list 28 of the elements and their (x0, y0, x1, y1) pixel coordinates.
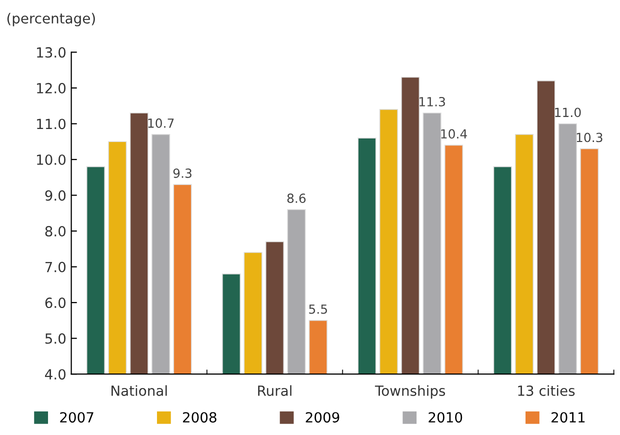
legend-label: 2007 (60, 412, 94, 423)
legend-label: 2010 (428, 412, 462, 423)
data-label: 10.3 (576, 132, 602, 142)
data-label: 8.6 (287, 194, 306, 203)
y-tick-label: 9.0 (45, 190, 66, 201)
legend-label: 2009 (306, 412, 340, 423)
x-tick-label: Townships (374, 385, 446, 399)
data-label: 5.5 (309, 304, 327, 314)
y-tick-label: 12.0 (37, 82, 66, 94)
x-tick-label: Rural (258, 385, 292, 396)
data-label: 11.0 (555, 108, 581, 118)
legend-label: 2011 (552, 412, 585, 423)
data-label: 9.3 (173, 168, 192, 178)
y-axis-title: (percentage) (7, 12, 95, 26)
y-tick-label: 7.0 (45, 262, 66, 272)
y-tick-label: 10.0 (37, 154, 66, 165)
data-label: 10.7 (148, 118, 174, 128)
y-tick-label: 11.0 (37, 118, 66, 130)
data-label: 10.4 (441, 129, 467, 139)
y-tick-label: 8.0 (45, 226, 66, 237)
y-tick-label: 6.0 (45, 298, 66, 308)
x-tick-label: National (112, 385, 167, 396)
y-tick-label: 4.0 (45, 369, 66, 380)
y-tick-label: 5.0 (45, 333, 66, 344)
data-label: 11.3 (420, 96, 445, 106)
x-tick-label: 13 cities (518, 385, 575, 396)
y-tick-label: 13.0 (37, 47, 66, 58)
legend-label: 2008 (182, 412, 216, 423)
